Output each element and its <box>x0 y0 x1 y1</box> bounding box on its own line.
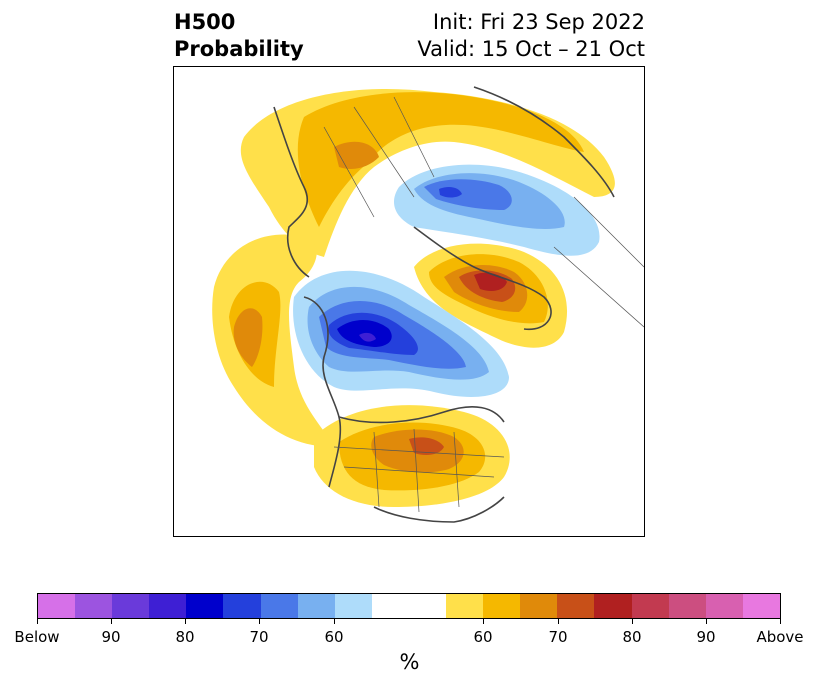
tick-mark <box>632 619 633 624</box>
cb-seg-2 <box>112 594 150 618</box>
cb-seg-1 <box>75 594 113 618</box>
probability-map <box>173 66 645 537</box>
tick-label: 60 <box>324 628 344 646</box>
title-line-1: H500 <box>174 10 236 34</box>
tick-label: 60 <box>473 628 493 646</box>
colorbar-unit: % <box>399 650 420 674</box>
above-normal-europe <box>240 89 615 257</box>
cb-seg-8 <box>334 594 372 618</box>
cb-seg-12 <box>520 594 558 618</box>
tick-label: 80 <box>175 628 195 646</box>
cb-seg-3 <box>149 594 187 618</box>
tick-label: Above <box>756 628 804 646</box>
coastlines <box>273 86 615 523</box>
tick-label: 90 <box>696 628 716 646</box>
cb-seg-18 <box>742 594 780 618</box>
below-normal-arctic <box>394 164 600 256</box>
cb-seg-13 <box>557 594 595 618</box>
above-normal-north-america <box>314 405 510 507</box>
cb-seg-15 <box>631 594 669 618</box>
cb-seg-4 <box>186 594 224 618</box>
colorbar <box>37 593 781 619</box>
valid-date: Valid: 15 Oct – 21 Oct <box>417 37 645 61</box>
tick-mark <box>37 619 38 624</box>
tick-mark <box>111 619 112 624</box>
cb-seg-14 <box>594 594 632 618</box>
tick-label: 70 <box>249 628 269 646</box>
title-line-2: Probability <box>174 37 304 61</box>
cb-seg-5 <box>223 594 261 618</box>
above-normal-pacific <box>212 234 334 447</box>
cb-seg-16 <box>668 594 706 618</box>
map-title: H500 Probability <box>174 9 304 63</box>
map-canvas <box>212 86 644 523</box>
tick-label: 70 <box>548 628 568 646</box>
forecast-dates: Init: Fri 23 Sep 2022 Valid: 15 Oct – 21… <box>417 9 645 63</box>
cb-seg-11 <box>483 594 521 618</box>
init-date: Init: Fri 23 Sep 2022 <box>432 10 645 34</box>
cb-seg-17 <box>705 594 743 618</box>
tick-mark <box>259 619 260 624</box>
tick-label: 80 <box>622 628 642 646</box>
cb-seg-10 <box>446 594 484 618</box>
tick-mark <box>185 619 186 624</box>
colorbar-ticks: Below 90 80 70 60 60 70 80 90 Above <box>0 628 819 648</box>
tick-mark <box>706 619 707 624</box>
cb-seg-0 <box>38 594 76 618</box>
cb-seg-9 <box>371 594 447 618</box>
tick-mark <box>780 619 781 624</box>
borders <box>323 96 644 513</box>
tick-label: Below <box>14 628 60 646</box>
below-normal-pacific-northwest <box>293 270 509 397</box>
tick-mark <box>558 619 559 624</box>
tick-label: 90 <box>101 628 121 646</box>
cb-seg-6 <box>260 594 298 618</box>
tick-mark <box>483 619 484 624</box>
cb-seg-7 <box>297 594 335 618</box>
tick-mark <box>334 619 335 624</box>
